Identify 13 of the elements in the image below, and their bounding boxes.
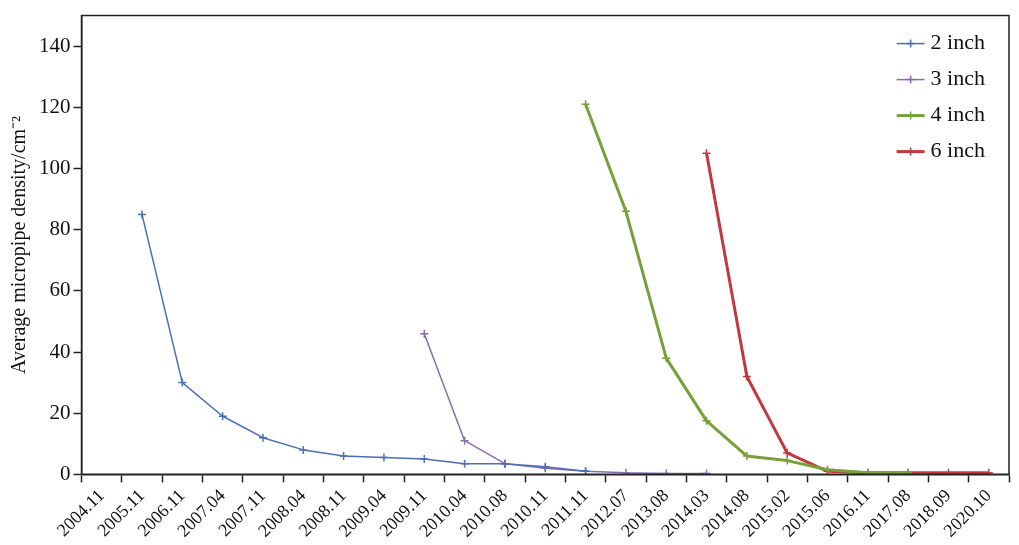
legend-label: 3 inch <box>930 65 986 91</box>
y-axis-title: Average micropipe density/cm⁻² <box>7 115 31 375</box>
y-tick-label: 100 <box>39 155 71 180</box>
y-tick-label: 20 <box>49 399 71 424</box>
y-tick-label: 140 <box>39 32 71 57</box>
legend-label: 4 inch <box>930 101 986 127</box>
y-tick-label: 80 <box>49 216 71 241</box>
legend-label: 6 inch <box>930 137 986 163</box>
y-tick-label: 60 <box>49 277 71 302</box>
y-tick-label: 120 <box>39 93 71 118</box>
y-tick-label: 0 <box>60 460 71 485</box>
y-tick-label: 40 <box>49 338 71 363</box>
legend-label: 2 inch <box>930 29 986 55</box>
